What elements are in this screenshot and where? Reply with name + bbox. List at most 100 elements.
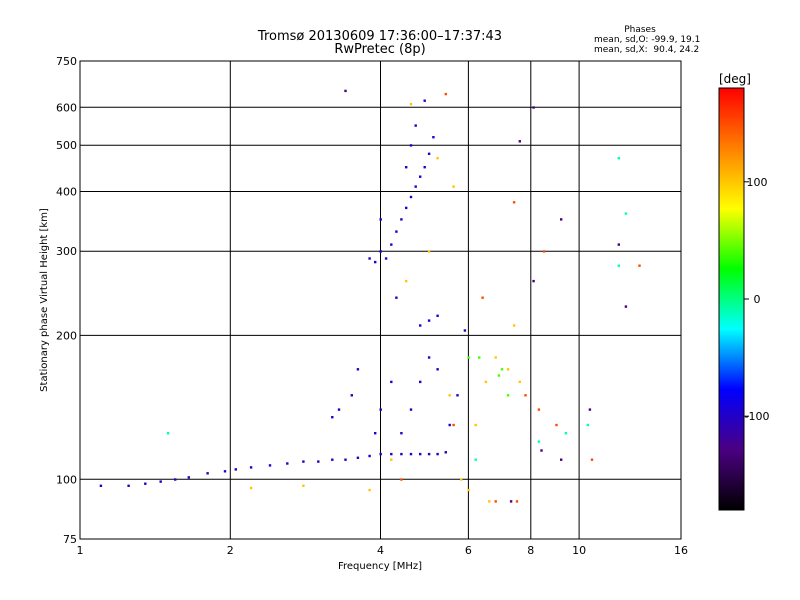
data-point [409,102,413,106]
data-point [590,458,594,461]
phases-line-o: mean, sd,O: -99.9, 19.1 [594,35,700,45]
y-tick-label: 500 [56,139,77,152]
grid-lines [80,61,681,539]
x-tick-label: 2 [227,544,234,557]
data-point [427,250,431,253]
data-point [518,380,521,384]
data-point [405,206,408,210]
data-point [423,166,426,169]
colorbar-tick-label: 0 [754,293,761,306]
data-point [537,408,541,411]
data-point [419,380,422,384]
data-point [419,175,422,178]
x-tick-labels: 1 2 4 6 8 10 16 [77,544,689,557]
data-point [405,279,408,283]
data-point [456,394,459,397]
data-point [494,356,497,359]
plot-frame [79,60,682,540]
data-point [474,423,477,427]
data-point [400,478,403,481]
data-point [390,458,393,461]
data-point [268,464,272,467]
x-tick-label: 1 [77,544,84,557]
data-point [560,218,563,221]
data-point [555,423,558,427]
data-point [159,480,162,483]
data-point [344,458,347,461]
data-points [99,89,641,503]
data-point [432,136,435,139]
data-point [588,408,592,411]
data-point [452,185,455,188]
data-point [174,478,177,481]
data-point [144,482,147,485]
data-point [414,185,417,188]
data-point [515,500,519,503]
y-tick-label: 200 [56,329,77,342]
data-point [436,314,439,317]
data-point [436,157,439,160]
data-point [249,486,253,490]
data-point [368,454,371,458]
data-point [532,106,535,109]
data-point [234,468,237,471]
data-point [390,380,393,384]
data-point [463,329,467,332]
data-point [356,456,360,459]
colorbar [718,87,745,511]
data-point [484,380,488,384]
colorbar-tick-label: 100 [747,176,768,189]
colorbar-label: [deg] [719,72,751,86]
data-point [390,243,393,246]
y-axis-label: Stationary phase Virtual Height [km] [39,208,50,392]
x-axis-label: Frequency [MHz] [338,561,422,572]
y-tick-label: 400 [56,186,77,199]
data-point [512,201,516,204]
colorbar-tick-label: -100 [745,410,770,423]
y-tick-label: 600 [56,101,77,114]
data-point [427,452,431,456]
data-point [427,319,431,322]
x-tick-label: 6 [465,544,472,557]
data-point [423,99,426,102]
y-tick-labels: 75 100 200 300 400 500 600 750 [56,55,77,546]
data-point [223,470,227,473]
data-point [384,257,388,260]
data-point [518,140,521,143]
data-point [395,296,398,299]
data-point [444,92,447,96]
data-point [427,356,431,359]
data-point [617,157,620,160]
data-point [414,124,417,127]
data-point [379,250,382,253]
data-point [350,394,353,397]
chart-title: Tromsø 20130609 17:36:00–17:37:43 [257,29,502,44]
data-point [409,195,413,199]
data-point [344,89,347,93]
data-point [400,218,403,221]
data-point [617,243,620,246]
data-point [436,452,439,456]
x-tick-label: 8 [527,544,534,557]
data-point [497,374,501,377]
data-point [409,408,413,411]
data-point [564,432,568,435]
data-point [467,488,470,492]
data-point [448,423,451,427]
data-point [405,166,408,169]
data-point [302,484,305,487]
data-point [379,408,382,411]
data-point [512,324,516,327]
data-point [460,478,463,481]
data-point [509,500,513,503]
data-point [532,279,535,283]
y-tick-label: 750 [56,55,77,68]
y-tick-label: 75 [63,533,77,546]
data-point [379,452,382,456]
data-point [560,458,563,461]
data-point [409,452,413,456]
data-point [617,264,620,267]
data-point [419,452,422,456]
data-point [481,296,484,299]
data-point [506,394,510,397]
